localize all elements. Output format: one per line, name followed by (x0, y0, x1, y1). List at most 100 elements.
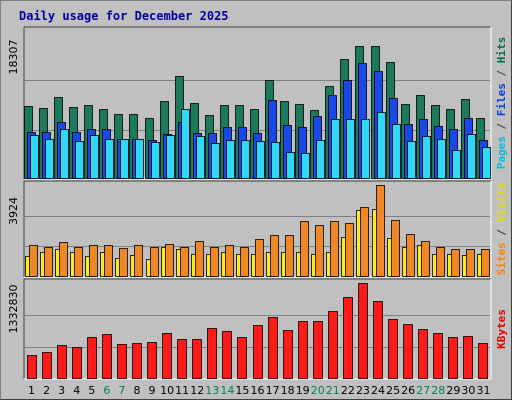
bottom-bar-kbytes-day-20 (313, 321, 323, 379)
x-tick-label-day-23: 23 (356, 384, 370, 397)
top-bar-pages-day-20 (316, 140, 325, 179)
x-tick-label-day-16: 16 (251, 384, 265, 397)
x-tick-label-day-13: 13 (205, 384, 219, 397)
top-legend-item-2: Files (495, 83, 508, 116)
bottom-bar-kbytes-day-12 (192, 339, 202, 379)
x-tick-label-day-6: 6 (103, 384, 110, 397)
bottom-bar-kbytes-day-25 (388, 319, 398, 379)
middle-bar-sites-day-3 (59, 242, 68, 277)
middle-bar-sites-day-29 (451, 249, 460, 277)
middle-bar-sites-day-20 (315, 225, 324, 277)
top-bar-pages-day-26 (407, 141, 416, 179)
top-bar-pages-day-30 (467, 134, 476, 179)
middle-legend-item-2: Visits (495, 183, 508, 223)
x-tick-label-day-30: 30 (461, 384, 475, 397)
bottom-bar-kbytes-day-26 (403, 324, 413, 379)
top-bar-pages-day-13 (211, 143, 220, 179)
top-bar-pages-day-11 (181, 109, 190, 179)
top-bar-pages-day-22 (346, 119, 355, 179)
middle-bar-sites-day-30 (466, 249, 475, 277)
top-bar-pages-day-27 (422, 136, 431, 179)
middle-bar-sites-day-2 (44, 247, 53, 277)
middle-bar-sites-day-16 (255, 239, 264, 277)
x-tick-label-day-14: 14 (220, 384, 234, 397)
x-tick-label-day-4: 4 (73, 384, 80, 397)
top-bar-pages-day-1 (30, 135, 39, 179)
top-bar-pages-day-7 (120, 139, 129, 179)
middle-bar-sites-day-19 (300, 221, 309, 277)
bottom-bar-kbytes-day-22 (343, 297, 353, 379)
bottom-bar-kbytes-day-17 (268, 317, 278, 379)
middle-bar-sites-day-12 (195, 241, 204, 277)
x-tick-label-day-22: 22 (341, 384, 355, 397)
top-legend-item-1: / (495, 116, 508, 136)
top-bar-pages-day-9 (151, 142, 160, 179)
bottom-bar-kbytes-day-1 (27, 355, 37, 379)
middle-bar-sites-day-6 (104, 245, 113, 277)
top-bar-pages-day-15 (241, 140, 250, 179)
x-tick-label-day-2: 2 (43, 384, 50, 397)
middle-bar-sites-day-26 (406, 234, 415, 277)
x-tick-label-day-7: 7 (118, 384, 125, 397)
bottom-bar-kbytes-day-19 (298, 321, 308, 379)
top-bar-pages-day-18 (286, 152, 295, 179)
top-bar-pages-day-12 (196, 136, 205, 179)
x-tick-label-day-5: 5 (88, 384, 95, 397)
bottom-bar-kbytes-day-24 (373, 301, 383, 379)
middle-bar-sites-day-17 (270, 235, 279, 277)
top-bar-pages-day-2 (45, 139, 54, 179)
middle-bar-sites-day-23 (360, 207, 369, 277)
x-tick-label-day-17: 17 (266, 384, 280, 397)
x-tick-label-day-20: 20 (311, 384, 325, 397)
middle-bar-sites-day-5 (89, 245, 98, 277)
top-legend-item-4: Hits (495, 37, 508, 64)
bottom-bar-kbytes-day-6 (102, 334, 112, 379)
top-bar-pages-day-8 (135, 139, 144, 179)
x-tick-label-day-3: 3 (58, 384, 65, 397)
bottom-legend-item-0: KBytes (495, 309, 508, 349)
top-bar-pages-day-17 (271, 142, 280, 179)
bottom-bar-kbytes-day-11 (177, 339, 187, 379)
x-tick-label-day-21: 21 (326, 384, 340, 397)
middle-legend: Sites / Visits (495, 183, 508, 276)
top-max-value-label: 18307 (7, 40, 20, 75)
x-tick-label-day-9: 9 (149, 384, 156, 397)
middle-bar-sites-day-24 (376, 185, 385, 277)
middle-bar-sites-day-10 (165, 244, 174, 277)
top-legend-item-0: Pages (495, 136, 508, 169)
x-tick-label-day-29: 29 (446, 384, 460, 397)
top-bar-pages-day-16 (256, 141, 265, 179)
top-bar-pages-day-19 (301, 153, 310, 179)
middle-bar-sites-day-11 (180, 247, 189, 277)
top-bar-pages-day-6 (105, 139, 114, 179)
top-bar-pages-day-23 (361, 119, 370, 179)
chart-title: Daily usage for December 2025 (19, 9, 229, 23)
middle-legend-item-1: / (495, 222, 508, 242)
top-legend-item-3: / (495, 63, 508, 83)
x-tick-label-day-28: 28 (431, 384, 445, 397)
bottom-bar-kbytes-day-7 (117, 344, 127, 379)
x-tick-label-day-1: 1 (28, 384, 35, 397)
bottom-bar-kbytes-day-28 (433, 333, 443, 379)
x-tick-label-day-25: 25 (386, 384, 400, 397)
top-bar-pages-day-21 (331, 119, 340, 179)
middle-bar-sites-day-28 (436, 247, 445, 277)
bottom-bar-kbytes-day-18 (283, 330, 293, 379)
x-tick-label-day-10: 10 (160, 384, 174, 397)
bottom-bar-kbytes-day-5 (87, 337, 97, 379)
bottom-bar-kbytes-day-13 (207, 328, 217, 379)
bottom-max-value-label: 1332830 (7, 285, 20, 334)
x-tick-label-day-31: 31 (476, 384, 490, 397)
top-bar-pages-day-31 (482, 147, 491, 179)
middle-bar-sites-day-14 (225, 245, 234, 277)
middle-bar-sites-day-31 (481, 249, 490, 277)
top-bar-pages-day-25 (392, 124, 401, 179)
middle-bar-sites-day-8 (134, 245, 143, 277)
bottom-bar-kbytes-day-15 (237, 337, 247, 379)
bottom-bar-kbytes-day-10 (162, 333, 172, 379)
x-tick-label-day-18: 18 (281, 384, 295, 397)
bottom-bar-kbytes-day-29 (448, 337, 458, 379)
x-tick-label-day-8: 8 (133, 384, 140, 397)
middle-bar-sites-day-21 (330, 221, 339, 277)
